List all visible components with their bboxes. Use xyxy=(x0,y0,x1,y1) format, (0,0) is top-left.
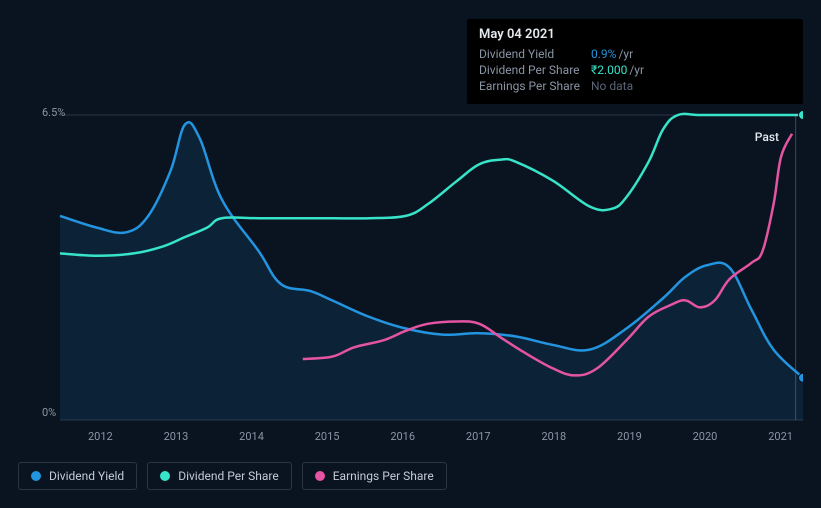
series-end-marker-dividend_per_share xyxy=(799,111,804,120)
x-tick-label: 2012 xyxy=(88,430,113,443)
tooltip-rows: Dividend Yield0.9% /yrDividend Per Share… xyxy=(479,46,791,94)
past-label: Past xyxy=(755,130,779,144)
tooltip-row: Dividend Per Share₹2.000 /yr xyxy=(479,62,791,78)
y-axis-bottom-label: 0% xyxy=(42,406,56,419)
legend-item-earnings-per-share[interactable]: Earnings Per Share xyxy=(302,462,447,490)
tooltip-row-value: ₹2.000 xyxy=(591,63,627,77)
x-tick-label: 2020 xyxy=(693,430,718,443)
tooltip-row-label: Dividend Per Share xyxy=(479,63,591,77)
x-axis-labels: 2012 2013 2014 2015 2016 2017 2018 2019 2020 2021 xyxy=(58,430,803,443)
x-tick-label: 2016 xyxy=(390,430,415,443)
x-tick-label: 2014 xyxy=(239,430,264,443)
legend-item-label: Dividend Yield xyxy=(49,469,124,483)
legend-item-dividend-per-share[interactable]: Dividend Per Share xyxy=(147,462,292,490)
legend-dot-icon xyxy=(31,471,41,481)
tooltip-row-value: No data xyxy=(591,79,633,93)
legend-item-dividend-yield[interactable]: Dividend Yield xyxy=(18,462,137,490)
tooltip-row-label: Earnings Per Share xyxy=(479,79,591,93)
tooltip-row-label: Dividend Yield xyxy=(479,47,591,61)
tooltip-row: Dividend Yield0.9% /yr xyxy=(479,46,791,62)
y-axis-top-label: 6.5% xyxy=(42,106,65,119)
tooltip-row-unit: /yr xyxy=(629,63,644,77)
legend-item-label: Dividend Per Share xyxy=(178,469,279,483)
legend-dot-icon xyxy=(315,471,325,481)
tooltip-row: Earnings Per ShareNo data xyxy=(479,78,791,94)
tooltip-row-value: 0.9% xyxy=(591,47,616,61)
tooltip: May 04 2021 Dividend Yield0.9% /yrDivide… xyxy=(467,19,803,104)
x-tick-label: 2019 xyxy=(617,430,642,443)
legend-dot-icon xyxy=(160,471,170,481)
x-tick-label: 2017 xyxy=(466,430,491,443)
series-end-marker-dividend_yield xyxy=(799,373,804,382)
legend-item-label: Earnings Per Share xyxy=(333,469,434,483)
x-tick-label: 2018 xyxy=(541,430,566,443)
x-tick-label: 2013 xyxy=(164,430,189,443)
x-tick-label: 2021 xyxy=(768,430,793,443)
tooltip-row-unit: /yr xyxy=(618,47,633,61)
x-tick-label: 2015 xyxy=(315,430,340,443)
tooltip-date: May 04 2021 xyxy=(479,27,791,42)
legend: Dividend Yield Dividend Per Share Earnings… xyxy=(18,462,447,490)
